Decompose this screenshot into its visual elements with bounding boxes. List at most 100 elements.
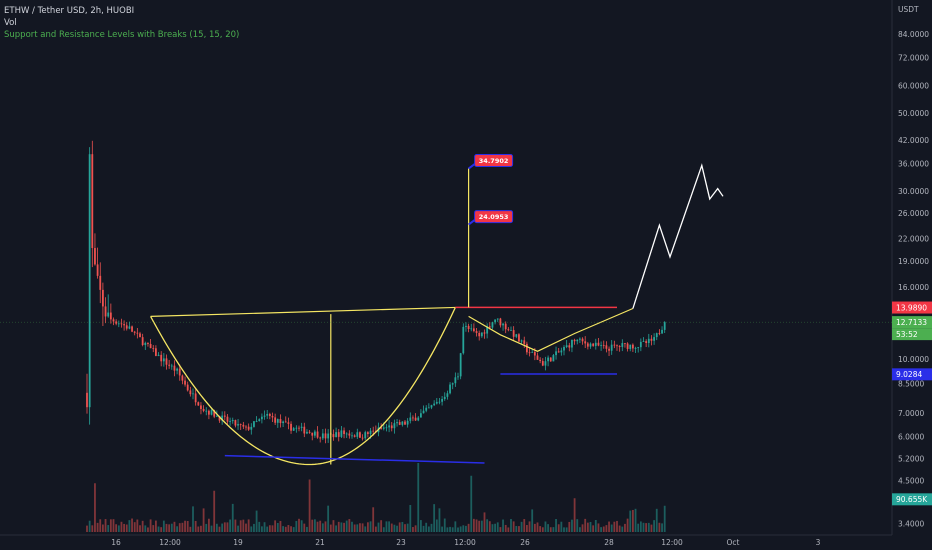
candle-body [102,289,104,307]
sr-indicator-label[interactable]: Support and Resistance Levels with Break… [4,30,240,40]
candle-body [107,312,110,317]
volume-bar [470,475,473,532]
candle-body [369,430,372,435]
volume-bar [162,520,165,532]
volume-bar [380,520,383,532]
candle-body [250,426,253,430]
candle-body [589,343,592,347]
volume-bar [518,526,520,532]
candle-body [160,354,163,362]
candle-body [552,355,555,362]
volume-bar [634,508,637,532]
candle-body [282,421,284,424]
volume-bar [284,526,287,532]
volume-bar [194,520,197,532]
candle-body [579,338,581,340]
candle-body [621,343,624,347]
volume-bar [229,519,231,532]
candle-body [385,427,388,429]
volume-bar [422,525,425,532]
volume-bar [343,522,345,532]
candle-body [602,345,605,346]
candle-body [162,358,165,362]
volume-bar [86,525,88,532]
volume-bar [234,519,237,532]
volume-bar [555,518,557,532]
volume-bar [178,523,181,532]
volume-bar [186,520,189,532]
volume-bar [157,526,160,532]
candle-body [353,435,356,437]
handle-line [468,307,634,352]
volume-bar [155,520,157,532]
volume-bar [255,510,258,532]
y-tick-label: 5.2000 [898,455,924,464]
volume-bar [276,522,279,532]
x-tick-label: 12:00 [454,538,476,547]
candle-body [526,343,528,353]
candle-body [88,154,91,408]
candle-body [152,348,155,349]
volume-bar [311,519,314,532]
candle-body [396,422,398,424]
y-tick-label: 19.0000 [898,257,929,266]
candle-body [451,383,454,385]
candle-body [642,341,645,342]
volume-bar [306,526,308,532]
candle-body [109,312,112,320]
volume-bar [115,524,118,532]
candle-body [136,332,139,334]
volume-bar [117,525,120,532]
candle-body [176,368,178,371]
volume-bar [377,522,380,532]
volume-bar [149,519,152,532]
x-tick-label: Oct [727,538,740,547]
volume-bar [253,523,255,532]
volume-bar [483,512,486,532]
volume-bar [356,524,359,532]
volume-bar [420,520,422,532]
candle-body [200,405,202,409]
volume-bar [109,519,112,532]
x-tick-label: 21 [315,538,325,547]
candle-body [430,405,433,408]
volume-bar [658,522,661,532]
candle-body [483,332,486,334]
volume-bar [242,519,245,532]
volume-bar [290,526,292,532]
candle-body [261,416,263,420]
volume-bar [608,521,610,532]
candle-body [632,344,634,349]
volume-bar [189,526,192,532]
candle-body [541,361,544,366]
volume-bar [576,519,579,532]
candle-body [157,354,160,356]
volume-bar [605,525,608,532]
volume-bar [367,522,369,532]
candle-body [231,420,234,422]
candle-body [345,433,348,435]
candle-body [332,434,335,438]
volume-bar [94,483,96,532]
candle-body [454,377,457,384]
volume-bar [412,527,414,532]
volume-indicator-label[interactable]: Vol [4,18,17,28]
candle-body [539,359,542,362]
volume-bar [616,520,618,532]
candle-body [388,425,390,428]
candle-body [266,413,269,416]
candle-body [581,338,584,342]
volume-bar [133,522,136,532]
volume-bar [364,526,367,532]
candle-body [215,415,218,417]
candle-body [242,424,245,427]
candle-body [382,427,385,429]
symbol-title[interactable]: ETHW / Tether USD, 2h, HUOBI [4,6,135,16]
volume-bar [250,526,253,532]
candle-body [518,334,520,342]
candle-body [608,348,610,351]
candle-body [229,421,231,422]
candle-body [433,403,436,406]
